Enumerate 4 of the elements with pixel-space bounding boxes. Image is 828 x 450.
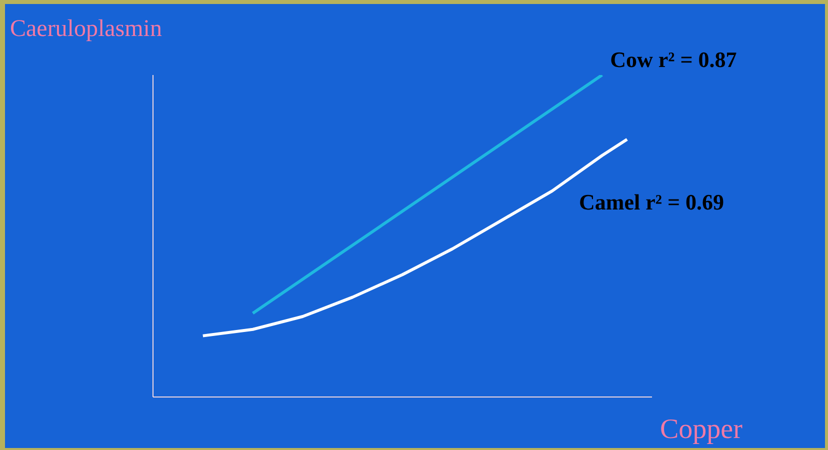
- series-label: Cow r² = 0.87: [610, 47, 737, 72]
- x-axis-title: Copper: [660, 414, 742, 446]
- y-axis-title: Caeruloplasmin: [10, 16, 162, 43]
- series-label: Camel r² = 0.69: [579, 189, 724, 214]
